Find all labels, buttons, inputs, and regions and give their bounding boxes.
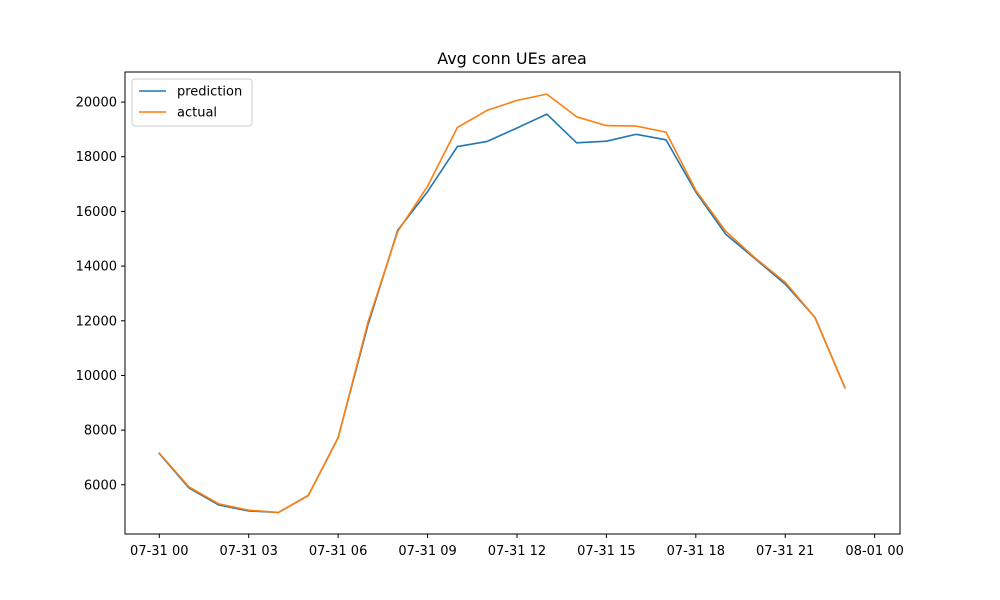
plot-frame xyxy=(124,71,901,535)
x-tick-label: 07-31 03 xyxy=(219,544,277,559)
legend-label-prediction: prediction xyxy=(177,85,242,100)
y-tick-label: 8000 xyxy=(84,424,117,439)
x-tick-label: 07-31 00 xyxy=(130,544,188,559)
legend-label-actual: actual xyxy=(177,106,217,121)
x-tick-label: 07-31 21 xyxy=(756,544,814,559)
x-tick-label: 07-31 18 xyxy=(667,544,725,559)
legend: prediction actual xyxy=(131,78,253,127)
y-tick-label: 6000 xyxy=(84,478,117,493)
x-tick-label: 07-31 15 xyxy=(577,544,635,559)
y-axis: 6000 8000 10000 12000 14000 16000 18000 20000 xyxy=(76,96,125,493)
y-tick-label: 20000 xyxy=(76,96,117,111)
y-tick-label: 10000 xyxy=(76,369,117,384)
y-tick-label: 18000 xyxy=(76,150,117,165)
plot-lines xyxy=(158,93,846,514)
y-tick-label: 12000 xyxy=(76,314,117,329)
x-axis: 07-31 00 07-31 03 07-31 06 07-31 09 07-31 12… xyxy=(130,534,904,559)
x-tick-label: 08-01 00 xyxy=(845,544,903,559)
series-line-prediction xyxy=(158,113,846,514)
x-tick-label: 07-31 06 xyxy=(309,544,367,559)
x-tick-label: 07-31 12 xyxy=(488,544,546,559)
x-tick-label: 07-31 09 xyxy=(398,544,456,559)
series-line-actual xyxy=(158,93,846,514)
y-tick-label: 14000 xyxy=(76,260,117,275)
chart-title: Avg conn UEs area xyxy=(437,49,587,68)
y-tick-label: 16000 xyxy=(76,205,117,220)
